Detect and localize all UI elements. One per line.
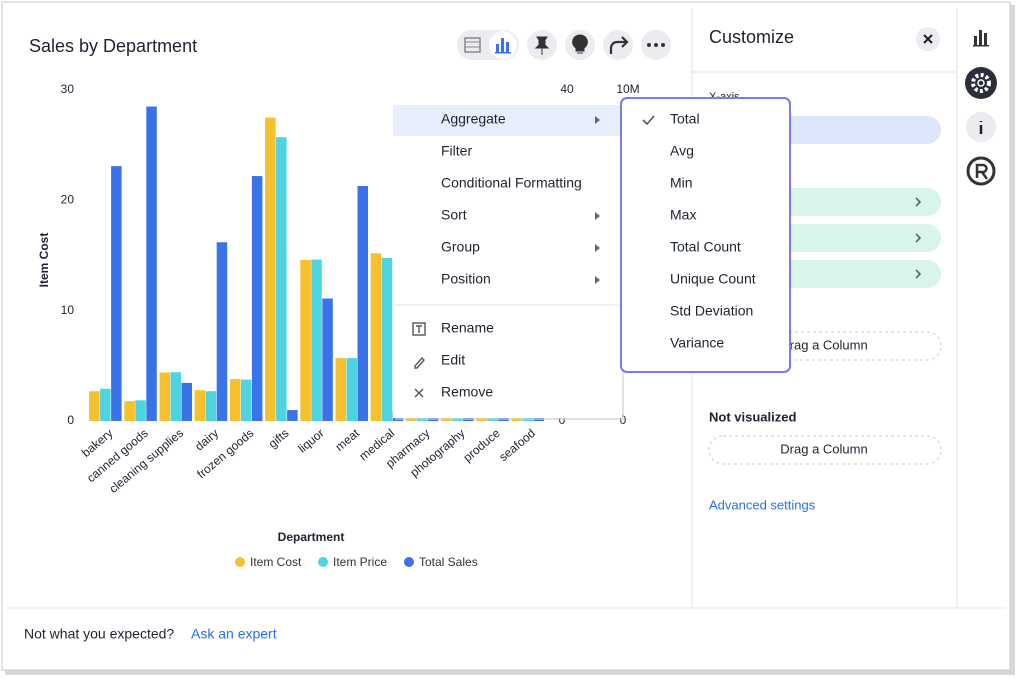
advanced-link[interactable]: Advanced settings bbox=[709, 497, 816, 512]
submenu-arrow bbox=[595, 116, 600, 124]
submenu-item[interactable]: Unique Count bbox=[670, 271, 756, 287]
pin-icon bbox=[534, 36, 550, 55]
bar bbox=[229, 379, 241, 421]
submenu-item[interactable]: Total Count bbox=[670, 239, 741, 255]
footer bbox=[6, 608, 1006, 662]
legend-marker bbox=[235, 557, 245, 567]
bar bbox=[124, 401, 135, 421]
bar bbox=[300, 259, 311, 421]
y-axis-title: Item Cost bbox=[37, 233, 51, 288]
bar bbox=[370, 253, 382, 421]
submenu bbox=[620, 97, 791, 373]
menu-item[interactable]: Conditional Formatting bbox=[441, 175, 582, 191]
bar bbox=[240, 379, 252, 421]
more-icon bbox=[647, 43, 665, 47]
legend-marker bbox=[404, 557, 414, 567]
menu-item[interactable]: Position bbox=[441, 271, 491, 287]
section-label: Not visualized bbox=[709, 409, 796, 424]
bulb-icon bbox=[572, 34, 588, 54]
bar bbox=[159, 372, 170, 421]
bar bbox=[146, 106, 157, 422]
x-axis-title: Department bbox=[278, 530, 345, 544]
action-icons bbox=[412, 322, 426, 398]
gear-icon bbox=[971, 73, 991, 93]
share-icon bbox=[609, 36, 629, 54]
menu-action[interactable]: Remove bbox=[441, 384, 493, 400]
submenu-arrow bbox=[595, 276, 600, 284]
bar bbox=[100, 388, 111, 421]
bar bbox=[194, 390, 206, 421]
bar bbox=[170, 372, 181, 421]
chart-icon bbox=[495, 38, 511, 54]
tick-label: 20 bbox=[61, 193, 75, 207]
menu-action[interactable]: Rename bbox=[441, 320, 494, 336]
tick-label: 40 bbox=[560, 82, 574, 96]
menu-item[interactable]: Sort bbox=[441, 207, 467, 223]
context-menu bbox=[393, 105, 622, 418]
drop-hint: Drag a Column bbox=[780, 337, 867, 352]
bar bbox=[346, 358, 357, 421]
bar bbox=[181, 382, 192, 421]
submenu-item[interactable]: Max bbox=[670, 207, 696, 223]
bar bbox=[276, 137, 287, 422]
bar bbox=[135, 400, 146, 421]
submenu-arrow bbox=[595, 212, 600, 220]
tick-label: 10M bbox=[616, 82, 639, 96]
r-icon bbox=[975, 163, 989, 180]
close-icon bbox=[923, 34, 933, 44]
bar bbox=[287, 410, 298, 421]
legend-label[interactable]: Total Sales bbox=[419, 555, 478, 569]
menu-items: Aggregate Filter Conditional Formatting Sor… bbox=[441, 111, 600, 400]
bar bbox=[311, 259, 322, 421]
table-icon[interactable] bbox=[464, 37, 481, 53]
bar bbox=[335, 358, 346, 421]
tick-label: 0 bbox=[620, 413, 627, 427]
legend-label[interactable]: Item Price bbox=[333, 555, 387, 569]
chevrons bbox=[915, 197, 922, 279]
submenu-item[interactable]: Variance bbox=[670, 335, 724, 351]
legend-label[interactable]: Item Cost bbox=[250, 555, 302, 569]
chart-title: Sales by Department bbox=[29, 36, 197, 56]
gear-hub bbox=[977, 79, 985, 87]
tick-label: 0 bbox=[67, 413, 74, 427]
menu-action[interactable]: Edit bbox=[441, 352, 465, 368]
chart-tab[interactable] bbox=[973, 30, 989, 47]
submenu-item[interactable]: Total bbox=[670, 111, 700, 127]
submenu-items: Total Avg Min Max Total Count Unique Count Std… bbox=[642, 111, 756, 351]
menu-highlight bbox=[393, 105, 622, 136]
bar bbox=[381, 257, 393, 421]
menu-item[interactable]: Group bbox=[441, 239, 480, 255]
drop-hint: Drag a Column bbox=[780, 441, 867, 456]
bar bbox=[89, 391, 100, 421]
bar bbox=[322, 298, 333, 421]
panel-title: Customize bbox=[709, 27, 794, 47]
submenu-item[interactable]: Min bbox=[670, 175, 693, 191]
check-mark bbox=[642, 115, 655, 126]
submenu-arrow bbox=[595, 244, 600, 252]
submenu-item[interactable]: Avg bbox=[670, 143, 694, 159]
menu-item[interactable]: Filter bbox=[441, 143, 472, 159]
legend-marker bbox=[318, 557, 328, 567]
footer-prompt: Not what you expected? bbox=[24, 626, 174, 642]
tick-label: 10 bbox=[61, 303, 75, 317]
bar bbox=[251, 176, 263, 421]
share-button[interactable] bbox=[603, 30, 633, 60]
submenu-item[interactable]: Std Deviation bbox=[670, 303, 753, 319]
menu-item[interactable]: Aggregate bbox=[441, 111, 506, 127]
footer-link[interactable]: Ask an expert bbox=[191, 626, 277, 642]
drop-zone[interactable] bbox=[708, 331, 942, 361]
bar bbox=[357, 185, 368, 421]
tick-label: 30 bbox=[61, 82, 75, 96]
bar bbox=[205, 391, 217, 421]
bar bbox=[265, 117, 276, 421]
r-tab[interactable] bbox=[966, 156, 996, 186]
bar bbox=[216, 242, 228, 421]
bar bbox=[111, 166, 122, 421]
tick-label: 0 bbox=[559, 413, 566, 427]
drop-zone[interactable] bbox=[708, 435, 942, 465]
